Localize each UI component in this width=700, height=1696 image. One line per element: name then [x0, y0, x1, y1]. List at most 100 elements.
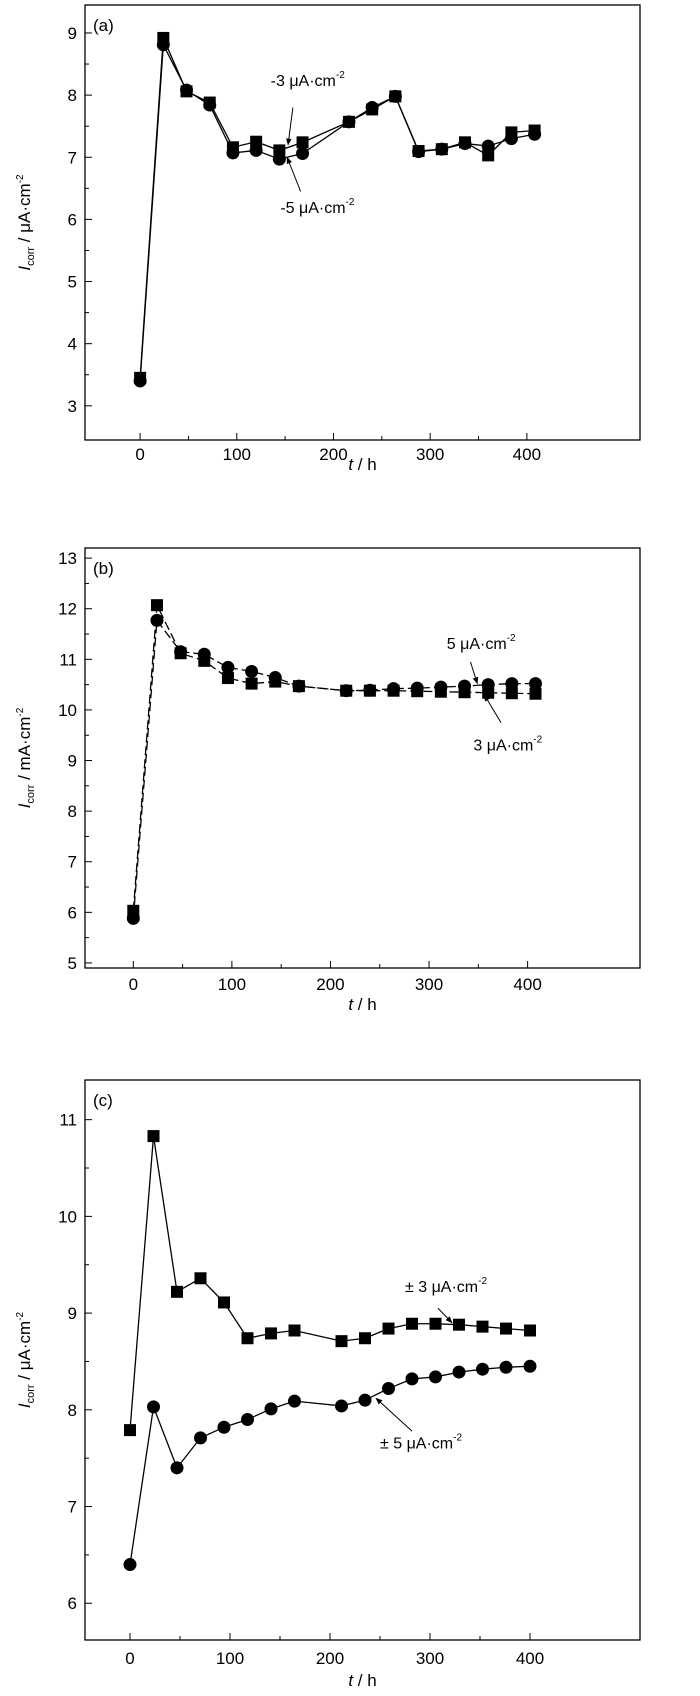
series-line	[132, 618, 536, 919]
data-point-circle	[217, 1420, 231, 1434]
data-point-circle	[292, 679, 306, 693]
y-tick-label: 7	[68, 1498, 77, 1517]
data-point-circle	[335, 1399, 348, 1413]
data-point-circle	[268, 671, 282, 685]
y-axis-title-sub: corr	[25, 247, 37, 266]
data-point-circle	[434, 680, 448, 694]
data-point-square	[382, 1322, 395, 1335]
data-point-circle	[410, 681, 424, 695]
data-point-circle	[452, 1365, 466, 1379]
data-point-circle	[203, 98, 217, 112]
annotation-label: 3 μA·cm-2	[473, 734, 542, 754]
y-axis-title-sup: -2	[15, 1311, 26, 1320]
y-tick-label: 6	[68, 1594, 77, 1613]
data-point-circle	[481, 678, 495, 692]
y-tick-label: 6	[68, 903, 77, 922]
data-point-circle	[194, 1431, 207, 1445]
y-tick-label: 6	[68, 210, 77, 229]
data-point-square	[124, 1424, 136, 1437]
annotation-arrow	[437, 1307, 453, 1324]
plot-frame	[84, 547, 641, 969]
annotation-sup: -2	[478, 1276, 487, 1287]
y-tick-label: 13	[58, 549, 77, 568]
y-tick-label: 11	[59, 650, 77, 669]
data-point-circle	[123, 1558, 137, 1572]
x-tick-label: 400	[513, 975, 541, 994]
data-point-circle	[435, 142, 449, 156]
y-tick-label: 5	[68, 273, 77, 292]
x-axis-title: t / h	[348, 1671, 376, 1690]
annotation-text: ± 5 μA·cm	[380, 1435, 453, 1452]
y-axis-title: Icorr / μA·cm-2	[15, 174, 37, 271]
x-axis-title-unit: / h	[353, 1671, 377, 1690]
series-0	[124, 1130, 536, 1437]
data-point-square	[359, 1332, 371, 1345]
y-axis-title-unit: / mA·cm	[15, 717, 34, 785]
annotation-label: -5 μA·cm-2	[280, 197, 355, 217]
x-tick-label: 100	[218, 975, 246, 994]
series-1	[126, 613, 543, 925]
data-point-square	[245, 677, 258, 690]
data-point-circle	[133, 374, 147, 388]
annotation-label: -3 μA·cm-2	[271, 70, 346, 90]
y-tick-label: 4	[68, 335, 77, 354]
data-point-circle	[476, 1362, 489, 1376]
data-point-circle	[272, 152, 286, 166]
x-tick-label: 0	[125, 1649, 134, 1668]
annotation-sup: -2	[453, 1432, 462, 1443]
data-point-circle	[387, 682, 401, 696]
data-point-circle	[221, 660, 235, 674]
x-tick-label: 200	[316, 975, 344, 994]
data-point-circle	[523, 1359, 537, 1373]
y-axis-title-sup: -2	[15, 174, 26, 183]
data-point-square	[288, 1324, 301, 1337]
y-axis-title-sub: corr	[25, 1384, 37, 1403]
data-point-square	[429, 1317, 442, 1330]
data-point-circle	[388, 89, 402, 103]
data-point-circle	[174, 645, 188, 659]
y-tick-label: 8	[68, 86, 77, 105]
annotation-text: 5 μA·cm	[447, 636, 507, 653]
x-tick-label: 200	[319, 445, 347, 464]
y-tick-label: 9	[68, 752, 77, 771]
data-point-circle	[505, 677, 519, 691]
data-point-circle	[481, 139, 495, 153]
data-point-square	[500, 1322, 512, 1335]
annotation-sup: -2	[507, 633, 516, 644]
x-tick-label: 400	[513, 445, 541, 464]
data-point-circle	[180, 83, 194, 97]
y-tick-label: 11	[59, 1111, 77, 1130]
data-point-square	[296, 136, 309, 149]
x-tick-label: 300	[416, 1649, 444, 1668]
series-1	[123, 1359, 537, 1572]
data-point-circle	[363, 683, 377, 697]
y-tick-label: 8	[68, 1401, 77, 1420]
annotation-arrow	[286, 107, 294, 146]
panel-label: (c)	[93, 1091, 113, 1110]
y-tick-label: 3	[68, 397, 77, 416]
y-tick-label: 10	[58, 1207, 77, 1226]
data-point-circle	[150, 613, 164, 627]
y-tick-label: 7	[68, 853, 77, 872]
y-axis-title: Icorr / μA·cm-2	[15, 1311, 37, 1408]
data-point-square	[335, 1335, 348, 1348]
panel-label: (b)	[93, 559, 114, 578]
data-point-circle	[126, 911, 140, 925]
data-point-circle	[458, 137, 472, 151]
y-axis-title-var: I	[15, 803, 34, 808]
y-axis-title: Icorr / mA·cm-2	[15, 707, 37, 808]
data-point-square	[150, 599, 163, 612]
data-point-circle	[226, 146, 240, 160]
x-axis-title-unit: / h	[353, 995, 377, 1014]
data-point-square	[406, 1317, 418, 1330]
annotation-arrow	[483, 694, 502, 723]
data-point-square	[505, 687, 518, 700]
data-point-square	[241, 1332, 254, 1345]
y-axis-title-unit: / μA·cm	[15, 183, 34, 247]
x-tick-label: 0	[129, 975, 138, 994]
data-point-square	[218, 1296, 230, 1309]
y-tick-label: 9	[68, 24, 77, 43]
x-tick-label: 300	[416, 445, 444, 464]
